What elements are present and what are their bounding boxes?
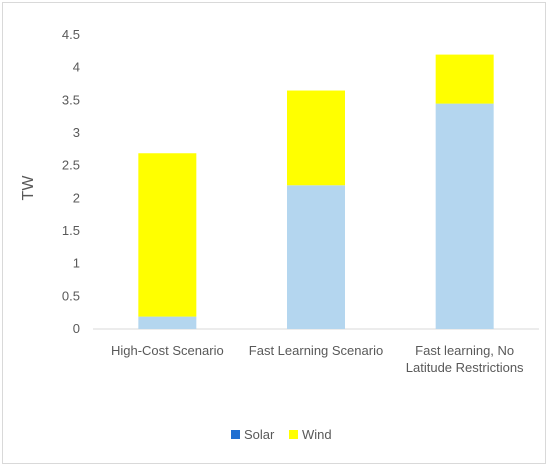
legend-label-wind: Wind [302,427,332,442]
x-tick-label: Latitude Restrictions [406,360,524,375]
x-tick-label: Fast Learning Scenario [249,343,383,358]
y-tick-label: 1.5 [62,223,80,238]
x-tick-label: Fast learning, No [415,343,514,358]
bar-solar-3 [435,103,494,329]
x-axis-labels: High-Cost Scenario Fast Learning Scenario… [111,343,524,375]
bar-wind-3 [435,54,494,104]
legend-swatch-solar [231,430,240,439]
bars [138,54,494,329]
y-tick-label: 0.5 [62,288,80,303]
y-tick-label: 0 [73,321,80,336]
y-tick-label: 3 [73,125,80,140]
y-tick-label: 2 [73,190,80,205]
legend-swatch-wind [289,430,298,439]
bar-wind-1 [138,153,197,317]
bar-wind-2 [287,90,345,186]
legend-label-solar: Solar [244,427,275,442]
bar-solar-2 [287,185,345,329]
x-tick-label: High-Cost Scenario [111,343,224,358]
legend: Solar Wind [231,427,332,442]
y-tick-label: 4 [73,60,80,75]
y-tick-label: 1 [73,256,80,271]
y-axis-ticks: 0 0.5 1 1.5 2 2.5 3 3.5 4 4.5 [62,27,80,336]
bar-solar-1 [138,316,197,329]
y-axis-title: TW [20,175,37,201]
y-tick-label: 4.5 [62,27,80,42]
y-tick-label: 2.5 [62,158,80,173]
y-tick-label: 3.5 [62,92,80,107]
chart-frame: 0 0.5 1 1.5 2 2.5 3 3.5 4 4.5 TW High-Cost Scenar… [2,2,546,464]
stacked-bar-chart: 0 0.5 1 1.5 2 2.5 3 3.5 4 4.5 TW High-Cost Scenar… [20,27,539,442]
